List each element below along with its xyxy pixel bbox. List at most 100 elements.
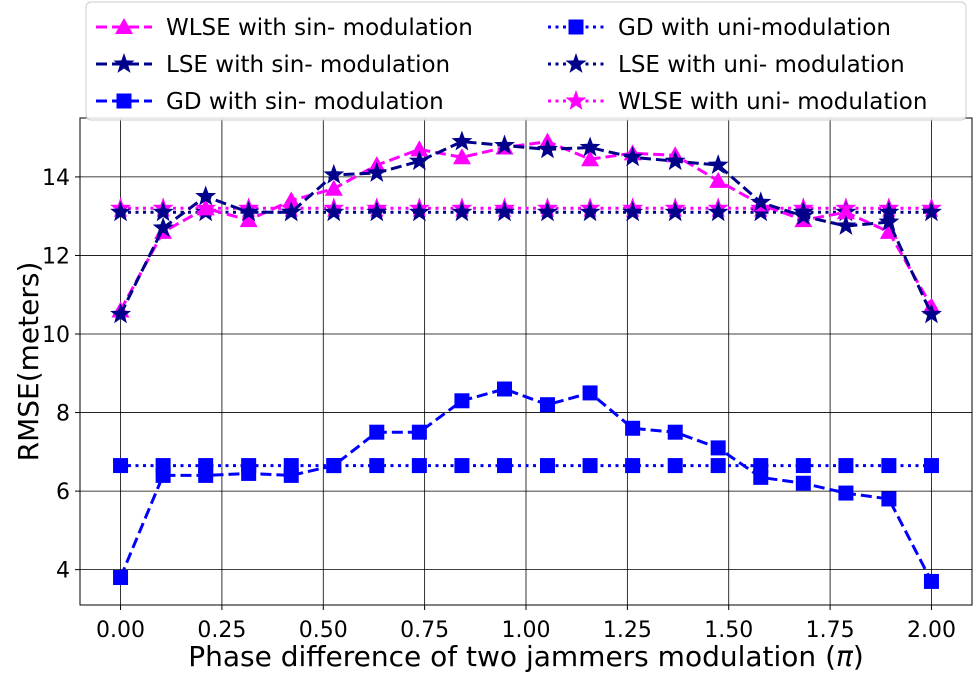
legend-entry: WLSE with sin- modulation <box>96 15 473 41</box>
series-line <box>119 140 933 316</box>
data-point <box>838 485 854 501</box>
x-tick-label: 0.00 <box>96 618 145 643</box>
data-point <box>497 381 513 397</box>
y-tick-label: 6 <box>56 480 70 505</box>
legend-marker <box>565 53 587 73</box>
data-point <box>411 424 427 440</box>
data-point <box>625 458 641 474</box>
x-tick-label: 0.25 <box>197 618 246 643</box>
data-point <box>113 570 129 586</box>
legend-label: GD with sin- modulation <box>166 89 444 115</box>
data-point <box>667 458 683 474</box>
legend-entry: WLSE with uni- modulation <box>548 89 927 115</box>
legend: WLSE with sin- modulation LSE with sin- m… <box>85 1 967 121</box>
data-point <box>110 303 131 324</box>
legend-marker <box>113 53 135 73</box>
data-point <box>921 201 942 222</box>
data-point <box>795 475 811 491</box>
data-point <box>110 201 131 222</box>
data-point <box>113 458 129 474</box>
data-point <box>709 171 728 188</box>
data-point <box>923 573 939 589</box>
data-point <box>622 146 644 167</box>
data-point <box>323 201 345 222</box>
x-tick-label: 1.25 <box>603 618 652 643</box>
legend-entry: GD with sin- modulation <box>96 89 444 115</box>
data-point <box>282 191 301 208</box>
data-point <box>369 458 385 474</box>
data-point <box>622 201 644 222</box>
legend-marker <box>115 18 133 34</box>
data-point <box>838 458 854 474</box>
data-point <box>750 191 772 212</box>
x-tick-label: 0.75 <box>400 618 449 643</box>
legend-entry: LSE with uni- modulation <box>548 52 905 78</box>
data-point <box>451 201 473 222</box>
x-tick-label: 1.75 <box>806 618 855 643</box>
data-point <box>369 424 385 440</box>
legend-entry: GD with uni-modulation <box>548 15 891 41</box>
data-point <box>451 130 473 151</box>
data-point <box>664 150 686 171</box>
data-point <box>196 199 215 216</box>
legend-marker <box>568 19 584 35</box>
data-point <box>537 138 558 159</box>
data-point <box>366 201 388 222</box>
data-point <box>326 458 342 474</box>
data-point <box>537 201 558 222</box>
data-point <box>582 458 598 474</box>
data-point <box>579 201 601 222</box>
data-point <box>710 440 726 456</box>
data-point <box>452 148 471 165</box>
data-point <box>878 211 900 231</box>
legend-frame <box>85 1 967 121</box>
legend-label: LSE with uni- modulation <box>618 52 905 78</box>
x-tick-label: 1.50 <box>704 618 753 643</box>
series-layer <box>110 130 942 589</box>
data-point <box>241 465 257 481</box>
series-lse-with-sin-modulation <box>110 130 942 324</box>
y-tick-label: 4 <box>56 559 70 584</box>
data-point <box>454 393 470 409</box>
legend-label: WLSE with uni- modulation <box>618 89 927 115</box>
data-point <box>795 458 811 474</box>
data-point <box>198 467 214 483</box>
data-point <box>881 491 897 507</box>
legend-label: LSE with sin- modulation <box>166 52 450 78</box>
x-tick-label: 2.00 <box>907 618 956 643</box>
data-point <box>753 458 769 474</box>
data-point <box>707 154 729 174</box>
axis-ticks: 0.00 0.25 0.50 0.75 1.00 1.25 1.50 1.75 2.00 4 6 8 1… <box>42 166 956 643</box>
y-tick-label: 8 <box>56 402 70 427</box>
data-point <box>664 201 686 222</box>
legend-marker <box>565 90 587 110</box>
data-point <box>707 201 729 222</box>
data-point <box>497 458 513 474</box>
data-point <box>539 397 555 413</box>
data-point <box>410 140 429 157</box>
data-point <box>280 201 302 222</box>
data-point <box>494 201 515 222</box>
data-point <box>366 162 388 182</box>
y-tick-label: 12 <box>42 244 70 269</box>
x-axis-label: Phase difference of two jammers modulati… <box>188 640 864 673</box>
data-point <box>539 458 555 474</box>
data-point <box>152 217 174 237</box>
data-point <box>710 458 726 474</box>
data-point <box>881 458 897 474</box>
x-tick-label: 1.00 <box>502 618 551 643</box>
data-point <box>753 469 769 485</box>
data-point <box>238 201 260 222</box>
legend-marker <box>116 93 132 109</box>
data-point <box>667 424 683 440</box>
data-point <box>582 385 598 401</box>
y-tick-label: 10 <box>42 323 70 348</box>
grid <box>80 118 972 605</box>
data-point <box>323 163 345 184</box>
data-point <box>792 205 814 226</box>
x-tick-label: 0.50 <box>299 618 348 643</box>
series-gd-with-sin-modulation <box>113 381 939 589</box>
data-point <box>152 201 174 222</box>
series-line <box>119 387 933 583</box>
data-point <box>408 201 430 222</box>
